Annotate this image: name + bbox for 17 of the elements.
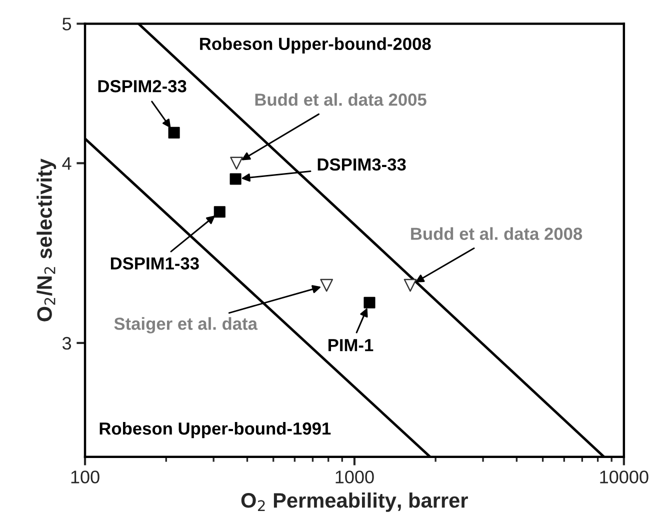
annotation: PIM-1 <box>328 339 374 352</box>
x-tick-label: 1000 <box>336 470 374 484</box>
y-tick-label: 5 <box>62 18 72 30</box>
y-tick-label: 4 <box>62 157 72 170</box>
annotation: Robeson Upper-bound-1991 <box>100 422 331 438</box>
annotation: DSPIM1-33 <box>110 257 199 270</box>
y-tick-label: 3 <box>62 336 72 350</box>
x-axis-title: O$_{2}$ Permeability, barrer <box>241 492 468 512</box>
annotation: DSPIM2-33 <box>98 80 186 92</box>
y-axis-title: O$_{2}$/N$_{2}$ selectivity <box>36 158 56 322</box>
annotation: Staiger et al. data <box>114 317 258 334</box>
x-tick-label: 10000 <box>600 470 648 484</box>
annotation: DSPIM3-33 <box>318 158 406 171</box>
annotation: Budd et al. data 2008 <box>411 227 582 240</box>
annotation: Budd et al. data 2005 <box>255 93 426 106</box>
annotation: Robeson Upper-bound-2008 <box>200 37 431 54</box>
x-tick-label: 100 <box>71 470 100 484</box>
